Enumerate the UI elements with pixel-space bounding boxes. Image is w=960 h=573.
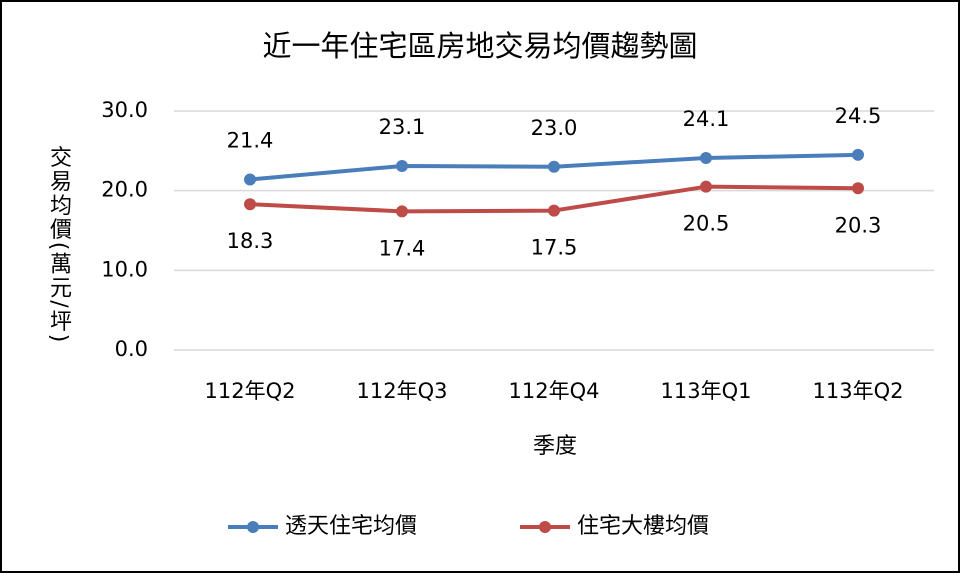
data-label: 24.1 (683, 107, 730, 131)
data-point (700, 152, 712, 165)
x-axis-label: 季度 (533, 434, 577, 459)
data-point (396, 159, 408, 172)
data-point (852, 148, 864, 161)
data-label: 20.5 (683, 212, 730, 236)
data-label: 24.5 (835, 104, 882, 128)
y-tick-label: 0.0 (115, 337, 148, 361)
data-point (244, 198, 256, 211)
legend-label: 透天住宅均價 (285, 514, 417, 539)
data-label: 21.4 (227, 129, 274, 153)
legend-marker (247, 521, 259, 533)
data-point (548, 160, 560, 173)
y-tick-label: 10.0 (101, 257, 148, 281)
x-tick-label: 113年Q2 (813, 379, 904, 403)
data-label: 23.0 (531, 116, 578, 140)
x-tick-label: 112年Q2 (205, 379, 296, 403)
data-label: 18.3 (227, 229, 274, 253)
legend-marker (539, 521, 551, 533)
data-label: 17.4 (379, 236, 426, 260)
chart-title: 近一年住宅區房地交易均價趨勢圖 (262, 29, 697, 63)
data-point (396, 205, 408, 218)
y-axis-label: 交易均價(萬元/坪) (46, 146, 72, 345)
x-tick-label: 112年Q3 (357, 379, 448, 403)
y-tick-label: 30.0 (101, 98, 148, 122)
data-label: 23.1 (379, 115, 426, 139)
data-point (548, 204, 560, 217)
data-point (700, 180, 712, 193)
data-point (244, 173, 256, 186)
data-point (852, 182, 864, 195)
y-tick-label: 20.0 (101, 178, 148, 202)
x-tick-label: 112年Q4 (509, 379, 600, 403)
x-tick-label: 113年Q1 (661, 379, 752, 403)
data-label: 17.5 (531, 236, 578, 260)
legend-label: 住宅大樓均價 (577, 514, 709, 539)
data-label: 20.3 (835, 213, 882, 237)
